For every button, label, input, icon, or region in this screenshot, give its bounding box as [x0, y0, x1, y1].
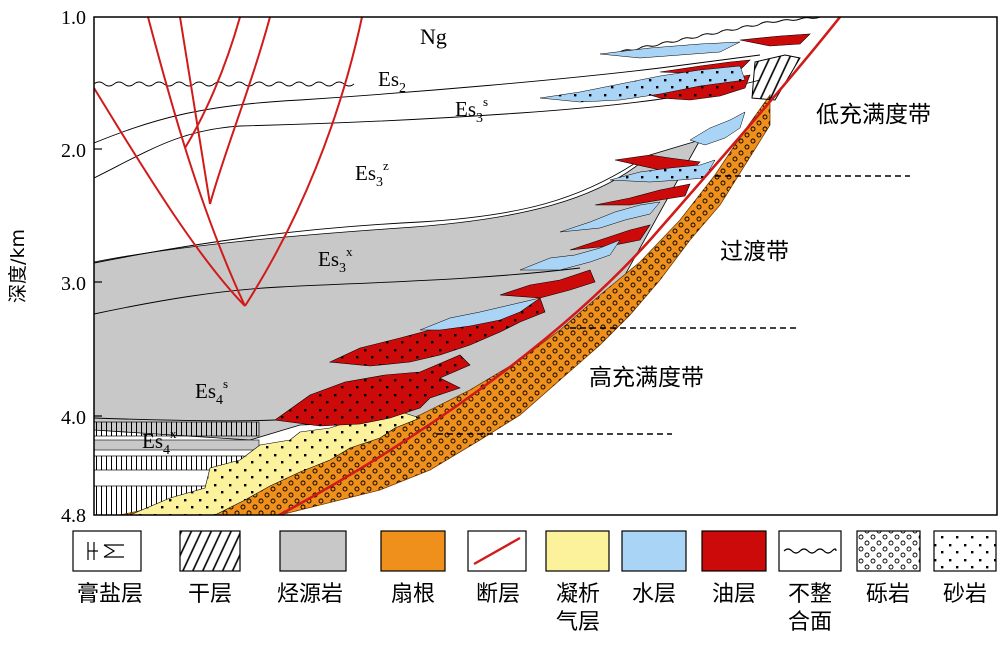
- label-es2: Es2: [378, 67, 406, 96]
- legend-swatch-condensate: [545, 530, 610, 572]
- legend-swatch-unconformity: [778, 530, 842, 572]
- legend-swatch-sandstone: [933, 530, 997, 572]
- legend-swatch-conglomerate: [856, 530, 921, 572]
- unconformity-line: [94, 81, 355, 87]
- legend-swatch-fault: [467, 530, 527, 572]
- main-boundary-fault: [276, 17, 842, 515]
- tick-label-4.8: 4.8: [61, 505, 86, 527]
- label-es4x: Es4x: [142, 426, 177, 458]
- label-es3z: Es3z: [355, 158, 389, 190]
- legend-swatch-oil: [701, 530, 767, 572]
- legend-label-oil: 油层: [712, 582, 756, 607]
- plot-frame: [93, 16, 998, 516]
- label-es3s: Es3s: [455, 94, 488, 126]
- y-axis: 1.0 2.0 3.0 4.0 4.8 深度/km: [7, 7, 102, 527]
- water-layers: [419, 41, 746, 331]
- tick-label-4.0: 4.0: [61, 407, 86, 429]
- legend-swatch-dry: [179, 530, 241, 572]
- zone-high-fill: 高充满度带: [589, 365, 704, 391]
- zone-transition: 过渡带: [720, 239, 789, 265]
- label-es3x: Es3x: [318, 244, 353, 276]
- formation-lines: [94, 54, 761, 422]
- legend-label-condensate: 凝析气层: [556, 582, 600, 635]
- legend-label-conglomerate: 砾岩: [866, 582, 910, 607]
- formation-labels: Ng Es2 Es3s Es3z Es3x Es4s Es4x: [142, 24, 488, 458]
- legend-swatch-gypsum: [72, 530, 142, 572]
- label-ng: Ng: [420, 24, 447, 49]
- zone-low-fill: 低充满度带: [816, 102, 931, 128]
- unconformity-line-top: [619, 17, 822, 53]
- zone-labels: 低充满度带 过渡带 高充满度带: [589, 102, 931, 391]
- faults: [94, 17, 363, 307]
- tick-label-2.0: 2.0: [61, 140, 86, 162]
- legend-swatch-source: [279, 530, 347, 572]
- legend-label-source: 烃源岩: [277, 582, 343, 607]
- legend-label-sandstone: 砂岩: [943, 582, 987, 607]
- legend-label-water: 水层: [632, 582, 676, 607]
- label-es4s: Es4s: [195, 376, 228, 408]
- zone-separators: [437, 175, 910, 435]
- legend-swatch-water: [621, 530, 687, 572]
- legend: 膏盐层 干层 烃源岩 扇根 断层 凝析气层 水层 油层 不整合面 砾岩 砂岩: [72, 530, 997, 635]
- legend-swatch-fanroot: [380, 530, 446, 572]
- legend-label-fault: 断层: [476, 582, 520, 607]
- y-axis-label: 深度/km: [7, 229, 29, 303]
- legend-label-dry: 干层: [188, 582, 232, 607]
- oil-layers: [274, 33, 811, 427]
- gravel-overlay: [120, 95, 770, 515]
- tick-label-1.0: 1.0: [61, 7, 86, 29]
- plot-area: [94, 17, 910, 515]
- legend-label-fanroot: 扇根: [391, 582, 435, 607]
- legend-label-unconformity: 不整合面: [788, 582, 832, 635]
- legend-label-gypsum: 膏盐层: [77, 582, 143, 607]
- tick-label-3.0: 3.0: [61, 273, 86, 295]
